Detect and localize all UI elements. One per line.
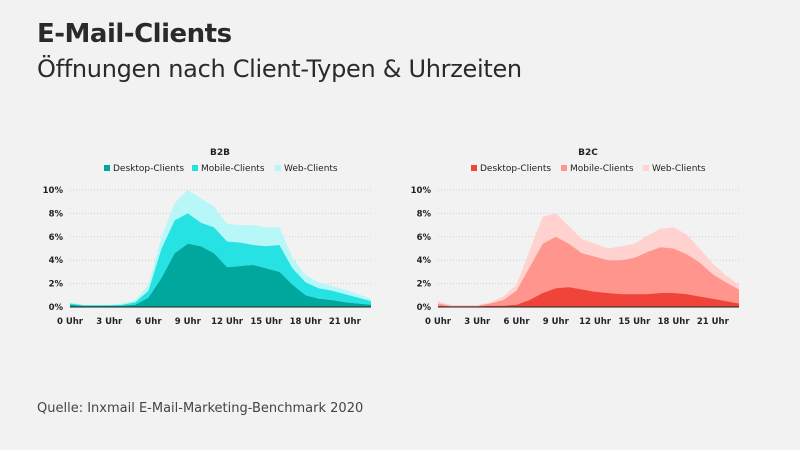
legend-label: Mobile-Clients <box>201 164 265 174</box>
y-tick-label: 0% <box>417 303 432 313</box>
x-tick-label: 3 Uhr <box>96 317 123 327</box>
x-tick-label: 0 Uhr <box>57 317 84 327</box>
legend-swatch <box>561 165 567 171</box>
y-tick-label: 10% <box>43 186 64 196</box>
x-tick-label: 15 Uhr <box>618 317 651 327</box>
legend-swatch <box>275 165 281 171</box>
legend-label: Web-Clients <box>284 164 338 174</box>
legend-item-b2b-1: Mobile-Clients <box>192 164 265 174</box>
y-tick-label: 2% <box>417 280 432 290</box>
page-title: E-Mail-Clients <box>37 19 232 49</box>
y-tick-label: 8% <box>417 209 432 219</box>
area-series-b2c-2 <box>438 213 739 306</box>
chart-title-b2b: B2B <box>210 148 230 158</box>
y-tick-label: 4% <box>49 256 64 266</box>
legend-label: Web-Clients <box>652 164 706 174</box>
y-tick-label: 8% <box>49 209 64 219</box>
page-subtitle: Öffnungen nach Client-Typen & Uhrzeiten <box>37 55 522 83</box>
y-tick-label: 0% <box>49 303 64 313</box>
x-tick-label: 21 Uhr <box>329 317 362 327</box>
x-tick-label: 21 Uhr <box>697 317 730 327</box>
legend-label: Desktop-Clients <box>480 164 551 174</box>
legend-label: Mobile-Clients <box>570 164 634 174</box>
x-tick-label: 15 Uhr <box>250 317 283 327</box>
legend-label: Desktop-Clients <box>113 164 184 174</box>
y-tick-label: 6% <box>417 233 432 243</box>
legend-item-b2b-2: Web-Clients <box>275 164 338 174</box>
legend-item-b2c-0: Desktop-Clients <box>471 164 551 174</box>
x-tick-label: 9 Uhr <box>175 317 202 327</box>
legend-swatch <box>104 165 110 171</box>
x-tick-label: 0 Uhr <box>425 317 452 327</box>
chart-title-b2c: B2C <box>578 148 598 158</box>
y-tick-label: 4% <box>417 256 432 266</box>
area-series-b2c-0 <box>438 287 739 307</box>
legend-swatch <box>643 165 649 171</box>
x-tick-label: 9 Uhr <box>543 317 570 327</box>
x-tick-label: 18 Uhr <box>658 317 691 327</box>
legend-swatch <box>471 165 477 171</box>
source-note: Quelle: Inxmail E-Mail-Marketing-Benchma… <box>37 401 364 416</box>
x-tick-label: 6 Uhr <box>136 317 163 327</box>
legend-item-b2b-0: Desktop-Clients <box>104 164 184 174</box>
y-tick-label: 6% <box>49 233 64 243</box>
area-series-b2b-0 <box>70 243 371 307</box>
legend-swatch <box>192 165 198 171</box>
area-series-b2b-1 <box>70 213 371 306</box>
x-tick-label: 6 Uhr <box>504 317 531 327</box>
y-tick-label: 10% <box>411 186 432 196</box>
x-tick-label: 3 Uhr <box>464 317 491 327</box>
legend-item-b2c-1: Mobile-Clients <box>561 164 634 174</box>
legend-item-b2c-2: Web-Clients <box>643 164 706 174</box>
area-series-b2c-1 <box>438 236 739 307</box>
x-tick-label: 18 Uhr <box>290 317 323 327</box>
x-tick-label: 12 Uhr <box>211 317 244 327</box>
x-tick-label: 12 Uhr <box>579 317 612 327</box>
y-tick-label: 2% <box>49 280 64 290</box>
